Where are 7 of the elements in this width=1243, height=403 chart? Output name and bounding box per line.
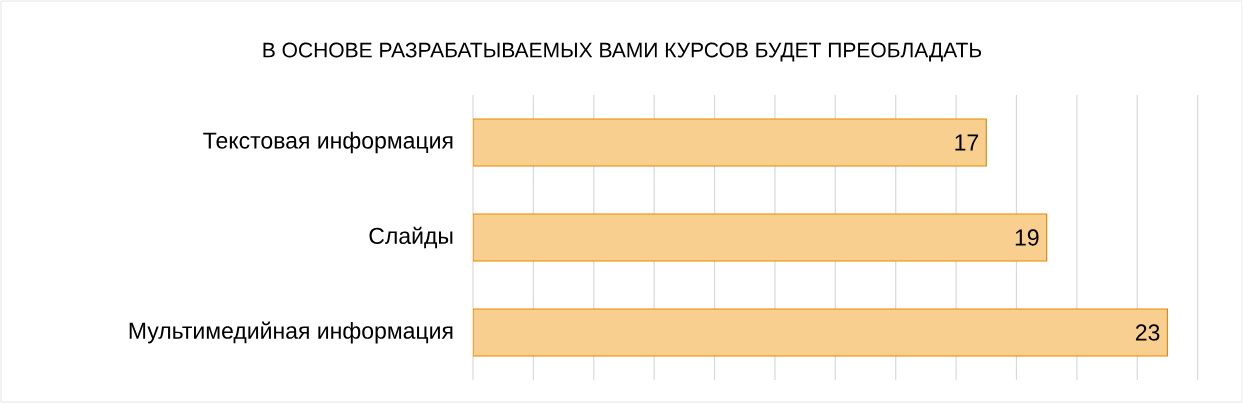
y-tick-label: Слайды xyxy=(369,226,453,249)
data-label: 23 xyxy=(1135,324,1160,341)
chart-title: В ОСНОВЕ РАЗРАБАТЫВАЕМЫХ ВАМИ КУРСОВ БУДЕТ ПРЕОБЛАДАТЬ xyxy=(263,42,982,62)
y-tick-label: Мультимедийная информация xyxy=(129,321,453,344)
y-tick-label: Текстовая информация xyxy=(203,131,453,154)
data-label: 17 xyxy=(955,134,979,151)
data-label: 19 xyxy=(1015,229,1039,246)
